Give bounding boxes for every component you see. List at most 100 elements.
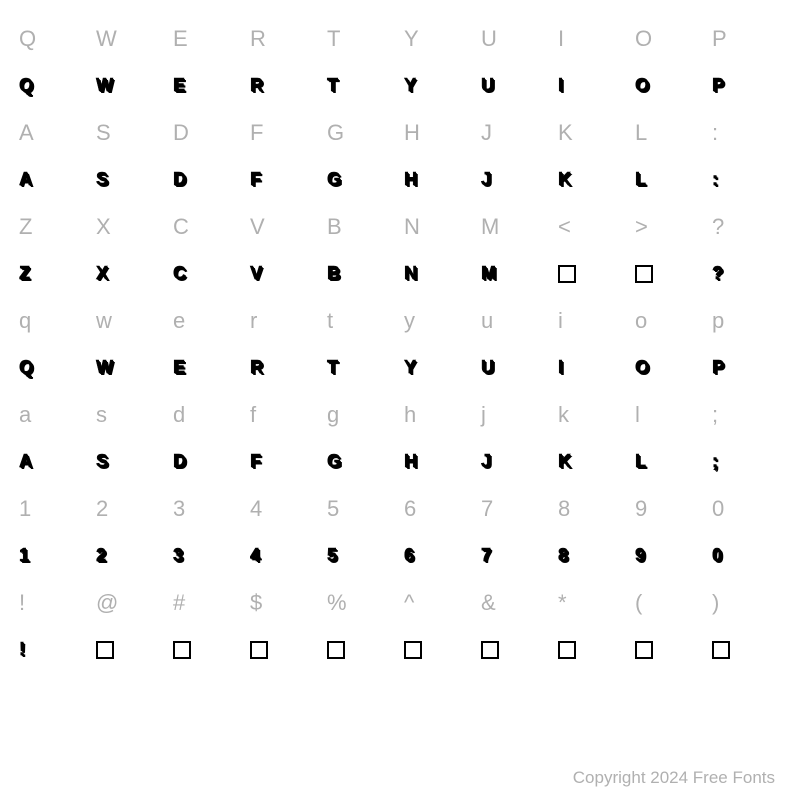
font-glyph: O <box>635 357 649 378</box>
input-char: o <box>635 308 647 334</box>
input-char: p <box>712 308 724 334</box>
input-char-cell: N <box>400 214 477 240</box>
font-glyph: W <box>96 357 113 378</box>
input-char-cell: & <box>477 590 554 616</box>
glyph-cell: N <box>400 263 477 284</box>
font-glyph: L <box>635 169 646 190</box>
input-char: Z <box>19 214 32 240</box>
input-char-cell: ) <box>708 590 785 616</box>
input-char-cell: G <box>323 120 400 146</box>
glyph-cell: F <box>246 169 323 190</box>
input-char: % <box>327 590 347 616</box>
glyph-cell: R <box>246 75 323 96</box>
glyph-row: ASDFGHJKL: <box>15 156 785 203</box>
input-char-cell: T <box>323 26 400 52</box>
input-char-cell: > <box>631 214 708 240</box>
input-char-cell: Q <box>15 26 92 52</box>
glyph-cell: 8 <box>554 545 631 566</box>
missing-glyph-icon <box>635 265 653 283</box>
input-char-cell: q <box>15 308 92 334</box>
font-glyph: 9 <box>635 545 645 566</box>
input-char-cell: p <box>708 308 785 334</box>
input-char: 2 <box>96 496 108 522</box>
input-char: X <box>96 214 111 240</box>
font-glyph: D <box>173 451 186 472</box>
input-char-cell: i <box>554 308 631 334</box>
input-char-cell: H <box>400 120 477 146</box>
missing-glyph-icon <box>558 641 576 659</box>
font-glyph: H <box>404 169 417 190</box>
input-char: t <box>327 308 333 334</box>
input-char: ? <box>712 214 724 240</box>
input-char: < <box>558 214 571 240</box>
glyph-cell: A <box>15 169 92 190</box>
input-char-cell: 3 <box>169 496 246 522</box>
input-char: J <box>481 120 492 146</box>
font-glyph: M <box>481 263 496 284</box>
input-char: g <box>327 402 339 428</box>
glyph-cell: P <box>708 75 785 96</box>
input-char: r <box>250 308 257 334</box>
input-char-cell: 4 <box>246 496 323 522</box>
input-char-cell: ; <box>708 402 785 428</box>
font-glyph: X <box>96 263 108 284</box>
glyph-cell: Q <box>15 75 92 96</box>
missing-glyph-icon <box>250 641 268 659</box>
input-char: : <box>712 120 718 146</box>
glyph-cell <box>477 641 554 659</box>
glyph-cell: S <box>92 169 169 190</box>
input-char-cell: g <box>323 402 400 428</box>
input-char: T <box>327 26 340 52</box>
font-glyph: R <box>250 357 263 378</box>
font-glyph: U <box>481 75 494 96</box>
input-row: ZXCVBNM<>? <box>15 203 785 250</box>
input-char: B <box>327 214 342 240</box>
input-char-cell: w <box>92 308 169 334</box>
input-char-cell: P <box>708 26 785 52</box>
glyph-cell: U <box>477 75 554 96</box>
glyph-cell: 2 <box>92 545 169 566</box>
input-char: * <box>558 590 567 616</box>
input-char: P <box>712 26 727 52</box>
input-char-cell: y <box>400 308 477 334</box>
glyph-row: ! <box>15 626 785 673</box>
input-char-cell: d <box>169 402 246 428</box>
glyph-cell: 7 <box>477 545 554 566</box>
font-glyph: R <box>250 75 263 96</box>
glyph-cell: 9 <box>631 545 708 566</box>
font-glyph: K <box>558 451 571 472</box>
input-char-cell: O <box>631 26 708 52</box>
font-glyph: F <box>250 169 261 190</box>
font-glyph: 5 <box>327 545 337 566</box>
glyph-cell <box>323 641 400 659</box>
input-char: q <box>19 308 31 334</box>
missing-glyph-icon <box>558 265 576 283</box>
font-glyph: ; <box>712 451 718 472</box>
input-char-cell: # <box>169 590 246 616</box>
input-row: QWERTYUIOP <box>15 15 785 62</box>
input-char: 0 <box>712 496 724 522</box>
glyph-cell: 1 <box>15 545 92 566</box>
glyph-cell: U <box>477 357 554 378</box>
input-char-cell: 9 <box>631 496 708 522</box>
input-char-cell: C <box>169 214 246 240</box>
input-char: ^ <box>404 590 414 616</box>
font-glyph: ! <box>19 639 25 660</box>
input-char-cell: : <box>708 120 785 146</box>
input-char: 8 <box>558 496 570 522</box>
input-char: d <box>173 402 185 428</box>
input-char: a <box>19 402 31 428</box>
glyph-cell: 0 <box>708 545 785 566</box>
glyph-cell: 3 <box>169 545 246 566</box>
glyph-cell: M <box>477 263 554 284</box>
input-char: H <box>404 120 420 146</box>
glyph-cell: Y <box>400 357 477 378</box>
copyright-text: Copyright 2024 Free Fonts <box>573 768 775 788</box>
input-char: i <box>558 308 563 334</box>
input-char-cell: t <box>323 308 400 334</box>
glyph-cell: E <box>169 357 246 378</box>
input-char-cell: 8 <box>554 496 631 522</box>
font-glyph: Q <box>19 75 33 96</box>
input-row: ASDFGHJKL: <box>15 109 785 156</box>
input-char-cell: 6 <box>400 496 477 522</box>
